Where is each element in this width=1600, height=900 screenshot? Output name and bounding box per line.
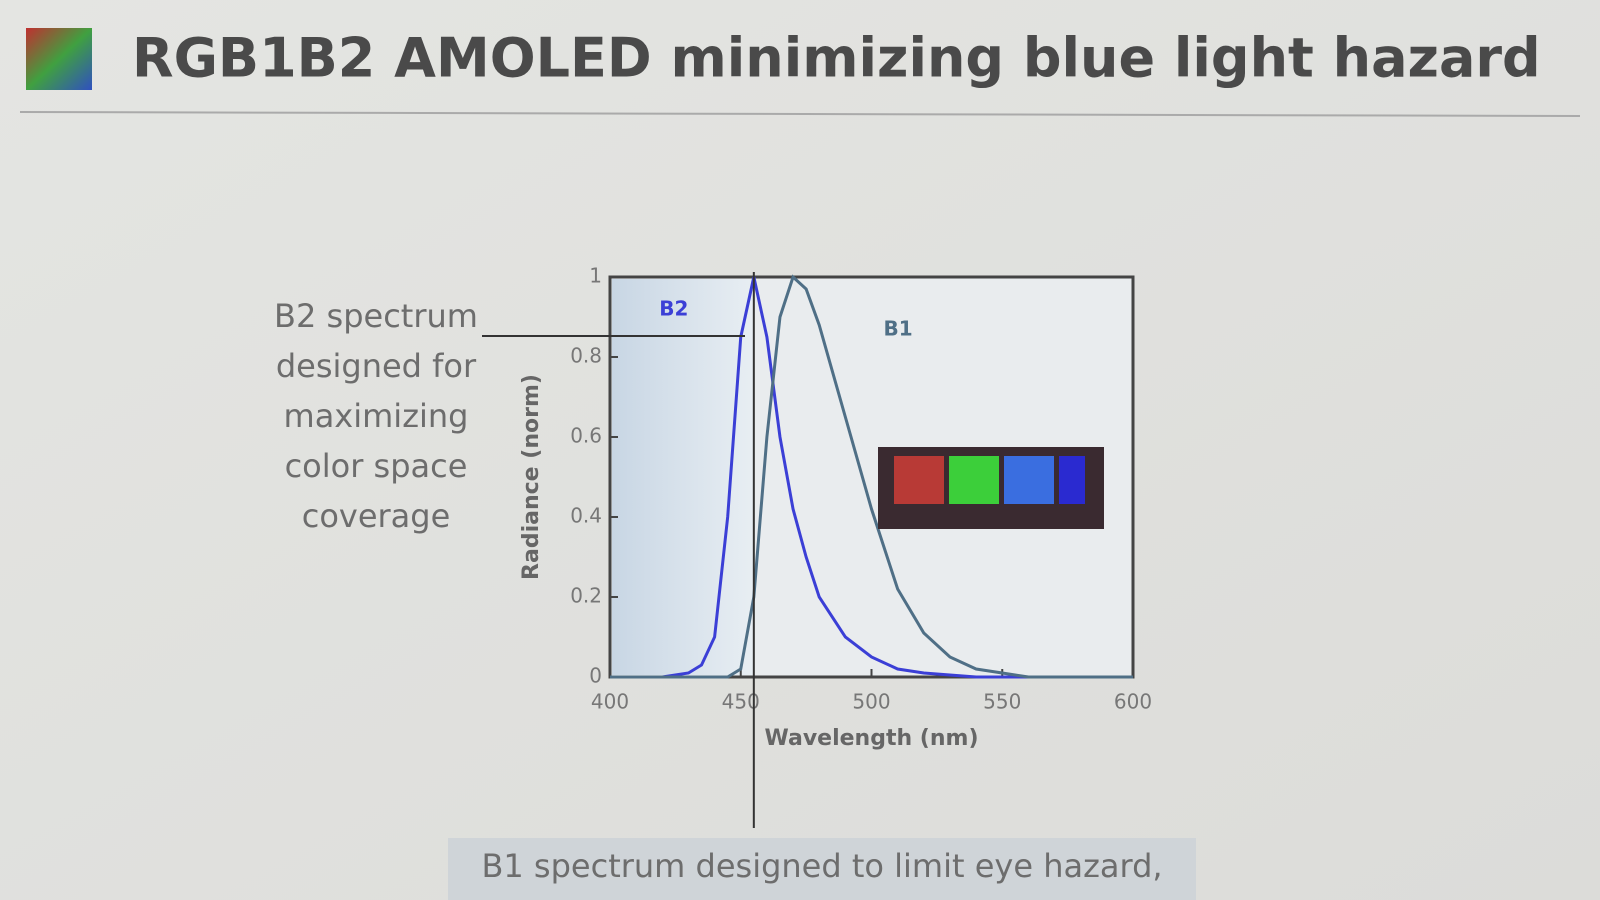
- title-rule: [19, 111, 1581, 117]
- inset: [878, 447, 1104, 529]
- left-note-line: coverage: [302, 497, 451, 535]
- x-tick-label: 500: [852, 690, 890, 714]
- left-note: B2 spectrum designed for maximizing color s…: [274, 297, 478, 535]
- inset-swatch: [1004, 456, 1054, 504]
- y-axis-label: Radiance (norm): [519, 374, 544, 580]
- series-label: B1: [883, 317, 912, 341]
- y-tick-label: 1: [589, 264, 602, 288]
- logo-icon: [26, 28, 92, 90]
- slide-title: RGB1B2 AMOLED minimizing blue light haza…: [132, 27, 1541, 90]
- shaded-region: [612, 279, 754, 675]
- chart: 400 450 500 550 60000.20.40.60.81Wavelength …: [482, 264, 1152, 828]
- left-note-line: designed for: [276, 347, 477, 385]
- series-label: B2: [659, 297, 688, 321]
- left-note-line: maximizing: [284, 397, 469, 435]
- inset-swatch: [949, 456, 999, 504]
- note-box: [448, 838, 1196, 900]
- y-tick-label: 0.6: [570, 424, 602, 448]
- x-tick-label: 550: [983, 690, 1021, 714]
- y-tick-label: 0: [589, 664, 602, 688]
- x-tick-label: 400: [591, 690, 629, 714]
- series-line: [610, 276, 1133, 679]
- series-line: [610, 274, 1133, 679]
- inset-swatch: [894, 456, 944, 504]
- bottom-note: B1 spectrum designed to limit eye hazard…: [481, 847, 1162, 885]
- left-note-line: color space: [285, 447, 468, 485]
- inset-swatch: [1059, 456, 1085, 504]
- left-note-line: B2 spectrum: [274, 297, 478, 335]
- y-tick-label: 0.8: [570, 344, 602, 368]
- y-tick-label: 0.4: [570, 504, 602, 528]
- y-tick-label: 0.2: [570, 584, 602, 608]
- x-tick-label: 600: [1114, 690, 1152, 714]
- x-axis-label: Wavelength (nm): [765, 726, 979, 751]
